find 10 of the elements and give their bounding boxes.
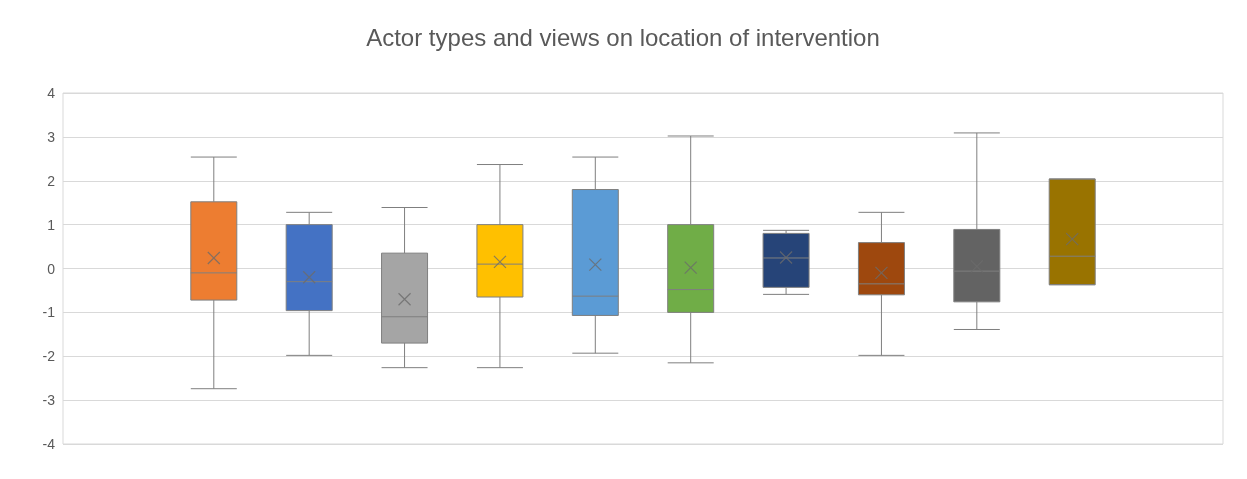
- y-tick-label: -3: [42, 392, 56, 409]
- y-tick-label: 1: [47, 216, 56, 233]
- y-tick-label: 2: [47, 172, 56, 189]
- chart-title: Actor types and views on location of intervention: [366, 23, 880, 51]
- y-tick-label: 4: [47, 85, 56, 101]
- y-tick-label: -1: [42, 304, 56, 321]
- y-tick-label: -4: [42, 436, 56, 452]
- y-tick-label: -2: [42, 348, 56, 365]
- y-tick-label: 0: [47, 260, 56, 277]
- y-tick-label: 3: [47, 128, 56, 145]
